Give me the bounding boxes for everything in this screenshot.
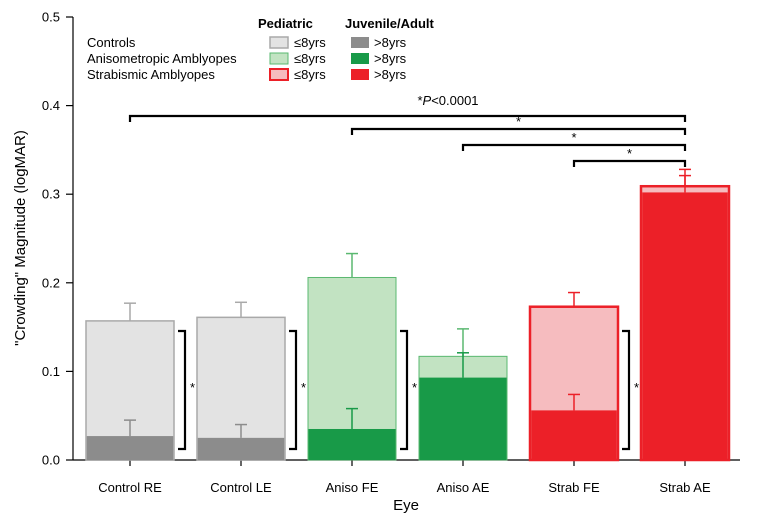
between-group-bracket bbox=[128, 114, 687, 122]
legend-header-pediatric: Pediatric bbox=[258, 16, 313, 31]
sig-label-main-p: P bbox=[423, 93, 432, 108]
between-group-bracket bbox=[461, 143, 687, 151]
between-group-star: * bbox=[627, 146, 632, 161]
y-tick-label: 0.1 bbox=[42, 364, 60, 379]
legend-row-label-strab: Strabismic Amblyopes bbox=[87, 67, 215, 82]
sig-label-main-value: <0.0001 bbox=[431, 93, 478, 108]
sig-label-main-star: * bbox=[417, 93, 422, 108]
y-tick-label: 0.4 bbox=[42, 98, 60, 113]
within-bar-star: * bbox=[301, 380, 306, 395]
within-bar-star: * bbox=[412, 380, 417, 395]
legend-row-label-controls: Controls bbox=[87, 35, 136, 50]
y-tick-label: 0.2 bbox=[42, 275, 60, 290]
bars bbox=[85, 168, 731, 462]
bar-adult bbox=[419, 377, 507, 460]
y-tick-label: 0.3 bbox=[42, 187, 60, 202]
legend-strab-pediatric-label: ≤8yrs bbox=[294, 67, 326, 82]
between-group-star: * bbox=[516, 114, 521, 129]
between-group-star: * bbox=[571, 130, 576, 145]
legend-strab-adult-label: >8yrs bbox=[374, 67, 407, 82]
bar-adult bbox=[86, 436, 174, 460]
within-bar-star: * bbox=[634, 380, 639, 395]
y-tick-label: 0.5 bbox=[42, 10, 60, 25]
x-ticks: Control RE Control LE Aniso FE Aniso AE Stra… bbox=[98, 460, 711, 495]
within-bar-bracket bbox=[178, 329, 187, 451]
within-bar-bracket bbox=[289, 329, 298, 451]
legend-swatch-aniso-pediatric bbox=[269, 52, 289, 65]
x-tick-label: Control LE bbox=[210, 480, 272, 495]
x-tick-label: Aniso FE bbox=[326, 480, 379, 495]
bar-adult bbox=[642, 192, 728, 461]
legend: Pediatric Juvenile/Adult Controls ≤8yrs … bbox=[87, 16, 435, 82]
bar-adult bbox=[308, 428, 396, 460]
within-bar-bracket bbox=[400, 329, 409, 451]
bar-adult bbox=[531, 410, 617, 460]
legend-swatch-aniso-adult bbox=[351, 53, 369, 64]
between-group-bracket bbox=[350, 127, 687, 135]
legend-swatch-strab-pediatric bbox=[269, 68, 289, 81]
legend-aniso-pediatric-label: ≤8yrs bbox=[294, 51, 326, 66]
legend-controls-adult-label: >8yrs bbox=[374, 35, 407, 50]
x-tick-label: Strab AE bbox=[659, 480, 711, 495]
sig-label-main: *P<0.0001 bbox=[417, 93, 478, 108]
legend-aniso-adult-label: >8yrs bbox=[374, 51, 407, 66]
legend-swatch-strab-adult bbox=[351, 69, 369, 80]
legend-header-adult: Juvenile/Adult bbox=[345, 16, 435, 31]
y-tick-label: 0.0 bbox=[42, 453, 60, 468]
x-tick-label: Strab FE bbox=[548, 480, 600, 495]
y-ticks: 0.0 0.1 0.2 0.3 0.4 0.5 bbox=[42, 10, 73, 468]
between-group-bracket bbox=[572, 159, 687, 167]
legend-controls-pediatric-label: ≤8yrs bbox=[294, 35, 326, 50]
x-tick-label: Aniso AE bbox=[437, 480, 490, 495]
legend-row-label-aniso: Anisometropic Amblyopes bbox=[87, 51, 237, 66]
x-tick-label: Control RE bbox=[98, 480, 162, 495]
y-axis-title: "Crowding" Magnitude (logMAR) bbox=[12, 130, 29, 346]
legend-swatch-controls-adult bbox=[351, 37, 369, 48]
within-bar-bracket bbox=[622, 329, 631, 451]
significance-markers: * * * * * * * bbox=[128, 114, 687, 451]
bar-adult bbox=[197, 437, 285, 460]
x-axis-title: Eye bbox=[393, 497, 419, 514]
legend-swatch-controls-pediatric bbox=[269, 36, 289, 49]
within-bar-star: * bbox=[190, 380, 195, 395]
